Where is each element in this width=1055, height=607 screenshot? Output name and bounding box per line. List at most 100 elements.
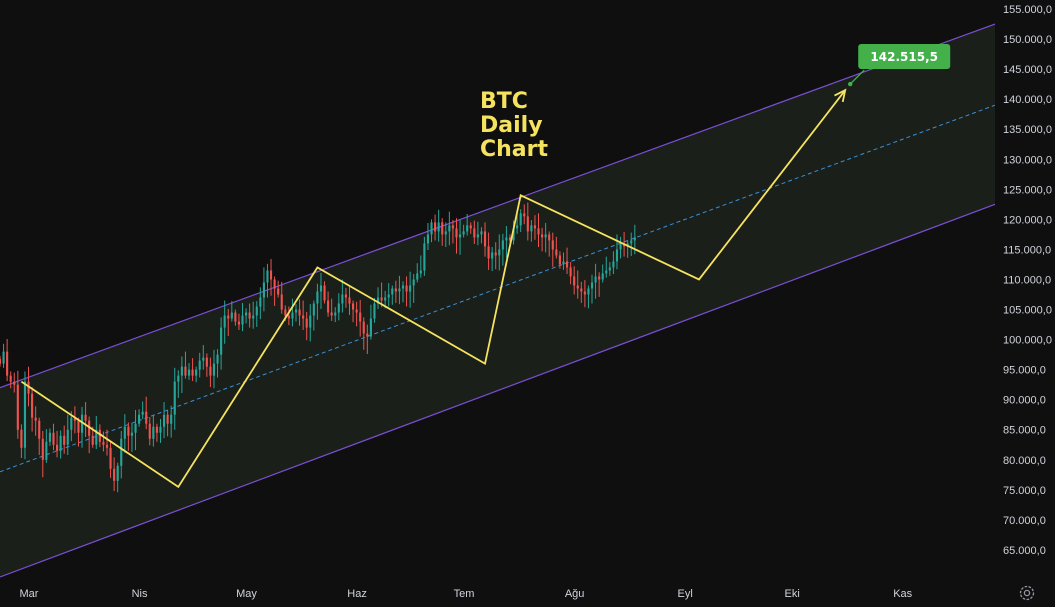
candle-body bbox=[498, 249, 501, 256]
candle-body bbox=[84, 414, 87, 421]
candle-body bbox=[583, 291, 586, 295]
candle-body bbox=[130, 432, 134, 436]
candle-body bbox=[259, 297, 262, 307]
candle-body bbox=[412, 279, 415, 286]
candle-body bbox=[216, 354, 219, 364]
candle-body bbox=[530, 225, 533, 232]
candle-body bbox=[555, 249, 558, 256]
y-tick-label: 115.000,0 bbox=[1003, 244, 1051, 256]
x-tick-label: Ağu bbox=[565, 588, 585, 600]
channel-upper-line bbox=[0, 23, 996, 389]
candle-body bbox=[123, 426, 126, 439]
candle-body bbox=[145, 411, 148, 424]
candle-body bbox=[319, 285, 323, 292]
y-tick-label: 125.000,0 bbox=[1003, 184, 1052, 196]
target-box bbox=[858, 44, 951, 70]
candle-body bbox=[562, 261, 565, 265]
candle-body bbox=[615, 249, 619, 262]
candle-body bbox=[80, 414, 84, 433]
candle-body bbox=[387, 294, 390, 298]
target-connector bbox=[849, 69, 865, 85]
y-tick-label: 90.000,0 bbox=[1003, 395, 1046, 407]
candle-body bbox=[234, 312, 237, 322]
y-tick-label: 150.000,0 bbox=[1003, 34, 1052, 46]
candle-body bbox=[348, 297, 351, 304]
candle-body bbox=[501, 240, 504, 250]
candle-body bbox=[494, 252, 497, 256]
candle-body bbox=[330, 312, 333, 316]
candle-body bbox=[287, 315, 290, 319]
candle-body bbox=[391, 288, 394, 295]
candle-body bbox=[305, 318, 308, 328]
x-tick-label: Nis bbox=[132, 588, 148, 600]
settings-gear-icon[interactable] bbox=[1018, 584, 1036, 602]
candle-body bbox=[245, 312, 248, 316]
x-tick-label: Eyl bbox=[678, 588, 693, 600]
candle-body bbox=[177, 375, 180, 382]
candle-body bbox=[155, 426, 158, 433]
candle-body bbox=[41, 438, 44, 460]
candle-body bbox=[384, 297, 387, 301]
candle-body bbox=[31, 393, 34, 418]
candle-body bbox=[580, 288, 583, 292]
candle-body bbox=[541, 234, 544, 238]
candle-body bbox=[458, 234, 462, 238]
candle-body bbox=[337, 303, 340, 313]
candle-body bbox=[13, 381, 16, 385]
candle-body bbox=[262, 282, 265, 298]
time-axis[interactable]: Mar Nis May Haz Tem Ağu Eyl Eki Kas bbox=[19, 588, 912, 600]
candle-body bbox=[284, 309, 287, 316]
candle-body bbox=[109, 447, 112, 469]
candle-body bbox=[48, 432, 51, 442]
candle-body bbox=[116, 465, 119, 481]
candle-body bbox=[633, 237, 636, 241]
candle-body bbox=[294, 309, 298, 313]
candle-body bbox=[70, 417, 73, 430]
candle-body bbox=[537, 228, 540, 235]
candle-body bbox=[441, 222, 444, 235]
candle-body bbox=[423, 243, 426, 271]
y-tick-label: 130.000,0 bbox=[1003, 154, 1052, 166]
candle-body bbox=[212, 363, 216, 376]
candle-body bbox=[202, 357, 205, 361]
candle-body bbox=[341, 294, 344, 304]
candle-body bbox=[34, 417, 37, 421]
price-axis[interactable]: 155.000,0 150.000,0 145.000,0 140.000,0 135.… bbox=[1003, 4, 1052, 557]
candle-body bbox=[491, 252, 494, 259]
candle-body bbox=[180, 366, 183, 376]
candle-body bbox=[66, 429, 69, 445]
candle-body bbox=[469, 225, 472, 229]
y-tick-label: 110.000,0 bbox=[1003, 274, 1051, 286]
plot-background bbox=[0, 0, 995, 580]
wave-pattern bbox=[20, 88, 847, 489]
candle-body bbox=[462, 231, 465, 235]
x-tick-label: May bbox=[236, 588, 257, 600]
candle-body bbox=[548, 234, 551, 241]
candle-body bbox=[255, 306, 258, 316]
candle-body bbox=[594, 276, 597, 283]
candle-body bbox=[205, 357, 208, 367]
candle-body bbox=[398, 288, 401, 292]
y-tick-label: 140.000,0 bbox=[1003, 94, 1052, 106]
candle-body bbox=[170, 414, 173, 424]
candle-body bbox=[323, 285, 326, 301]
candle-body bbox=[52, 432, 55, 445]
candle-body bbox=[416, 273, 419, 280]
candle-body bbox=[380, 297, 383, 301]
candle-body bbox=[266, 270, 269, 283]
candle-body bbox=[590, 282, 594, 289]
candle-body bbox=[483, 231, 487, 247]
candle-body bbox=[573, 276, 576, 286]
candles bbox=[0, 202, 636, 493]
candle-body bbox=[473, 228, 476, 238]
candle-body bbox=[184, 366, 187, 376]
candle-body bbox=[512, 228, 515, 241]
candle-body bbox=[476, 234, 479, 238]
candle-body bbox=[59, 435, 62, 451]
candle-body bbox=[227, 315, 230, 319]
candle-body bbox=[63, 435, 66, 445]
candle-body bbox=[526, 216, 529, 232]
candle-body bbox=[430, 222, 433, 235]
chart-title-line: Chart bbox=[480, 137, 549, 162]
